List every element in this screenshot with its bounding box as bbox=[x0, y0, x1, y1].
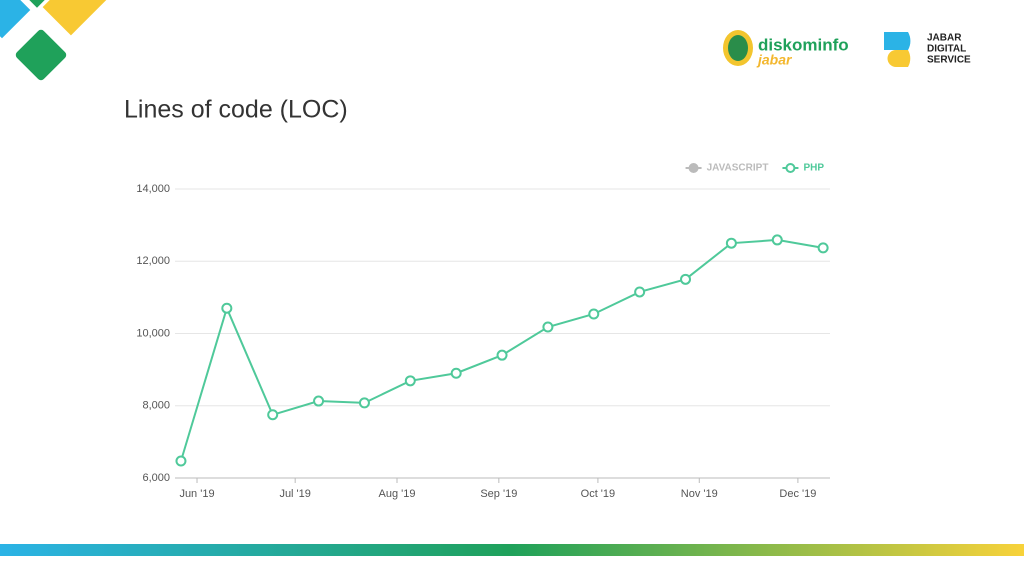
data-point bbox=[267, 409, 279, 421]
x-tick-label: Aug '19 bbox=[379, 488, 416, 500]
corner-decoration bbox=[0, 0, 114, 81]
y-tick-label: 14,000 bbox=[136, 183, 170, 195]
data-point bbox=[175, 455, 187, 467]
footer-band bbox=[0, 544, 1024, 556]
data-point bbox=[817, 242, 829, 254]
data-point bbox=[680, 273, 692, 285]
data-point bbox=[221, 302, 233, 314]
data-point bbox=[358, 397, 370, 409]
jds-logo: JABAR DIGITAL SERVICE bbox=[884, 32, 971, 67]
logo-text: SERVICE bbox=[927, 55, 971, 66]
data-point bbox=[634, 286, 646, 298]
data-point bbox=[542, 321, 554, 333]
data-point bbox=[496, 349, 508, 361]
logo-text: diskominfo bbox=[758, 35, 849, 54]
x-tick-label: Jun '19 bbox=[179, 488, 214, 500]
legend-swatch bbox=[785, 163, 796, 173]
x-tick-label: Nov '19 bbox=[681, 488, 718, 500]
chart-title: Lines of code (LOC) bbox=[124, 96, 348, 124]
x-tick-label: Oct '19 bbox=[581, 488, 616, 500]
data-point bbox=[725, 237, 737, 249]
data-point bbox=[588, 308, 600, 320]
y-tick-label: 10,000 bbox=[136, 327, 170, 339]
y-tick-label: 12,000 bbox=[136, 255, 170, 267]
x-tick-label: Sep '19 bbox=[480, 488, 517, 500]
data-point bbox=[404, 375, 416, 387]
diskominfo-logo: diskominfo jabar bbox=[723, 30, 849, 68]
legend-label: PHP bbox=[803, 163, 824, 174]
x-tick-label: Dec '19 bbox=[779, 488, 816, 500]
legend-swatch bbox=[688, 163, 699, 173]
legend-label: JAVASCRIPT bbox=[707, 163, 769, 174]
data-point bbox=[771, 234, 783, 246]
data-point bbox=[313, 395, 325, 407]
y-tick-label: 6,000 bbox=[142, 472, 170, 484]
logo-text: jabar bbox=[756, 52, 793, 68]
x-tick-label: Jul '19 bbox=[279, 488, 310, 500]
chart: 6,000 8,000 10,000 12,000 14,000 Jun '19 Jul '… bbox=[136, 163, 830, 500]
y-tick-label: 8,000 bbox=[142, 400, 170, 412]
logo-text: DIGITAL bbox=[927, 44, 966, 55]
logo-text: JABAR bbox=[927, 33, 962, 44]
data-point bbox=[450, 367, 462, 379]
